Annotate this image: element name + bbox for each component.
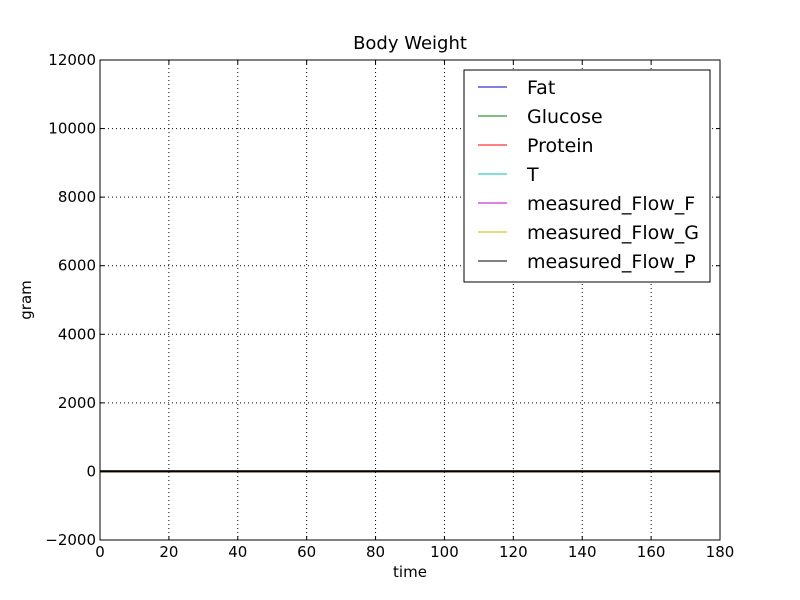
legend-label: Glucose [527,106,603,128]
y-tick-label: 4000 [58,325,96,343]
x-axis-label: time [393,563,427,581]
y-tick-label: 10000 [48,120,96,138]
x-tick-label: 60 [297,543,316,561]
y-tick-label: 2000 [58,394,96,412]
y-tick-label: 8000 [58,188,96,206]
legend-label: measured_Flow_P [527,251,696,273]
chart-title: Body Weight [353,33,467,54]
x-tick-label: 0 [95,543,105,561]
y-tick-label: −2000 [45,531,96,549]
axis-ticks: 0 20 40 60 80 100 120 140 160 180−200002000400060… [45,51,734,561]
x-tick-label: 40 [228,543,247,561]
legend-label: Protein [527,135,594,157]
x-tick-label: 140 [568,543,597,561]
legend: Fat Glucose Protein Tmeasured_Flow_Fmeasure… [463,69,711,283]
plot-frame [99,59,721,541]
x-tick-label: 180 [706,543,735,561]
legend-label: measured_Flow_G [527,222,699,244]
legend-box [463,69,711,283]
y-tick-label: 6000 [58,257,96,275]
y-tick-label: 0 [86,462,96,480]
x-tick-label: 100 [430,543,459,561]
x-tick-label: 120 [499,543,528,561]
y-axis-label: gram [17,280,35,320]
y-tick-label: 12000 [48,51,96,69]
x-tick-label: 160 [637,543,666,561]
legend-label: Fat [527,77,555,99]
legend-label: measured_Flow_F [527,193,695,215]
legend-label: T [526,164,539,186]
x-tick-label: 80 [366,543,385,561]
x-tick-label: 20 [159,543,178,561]
